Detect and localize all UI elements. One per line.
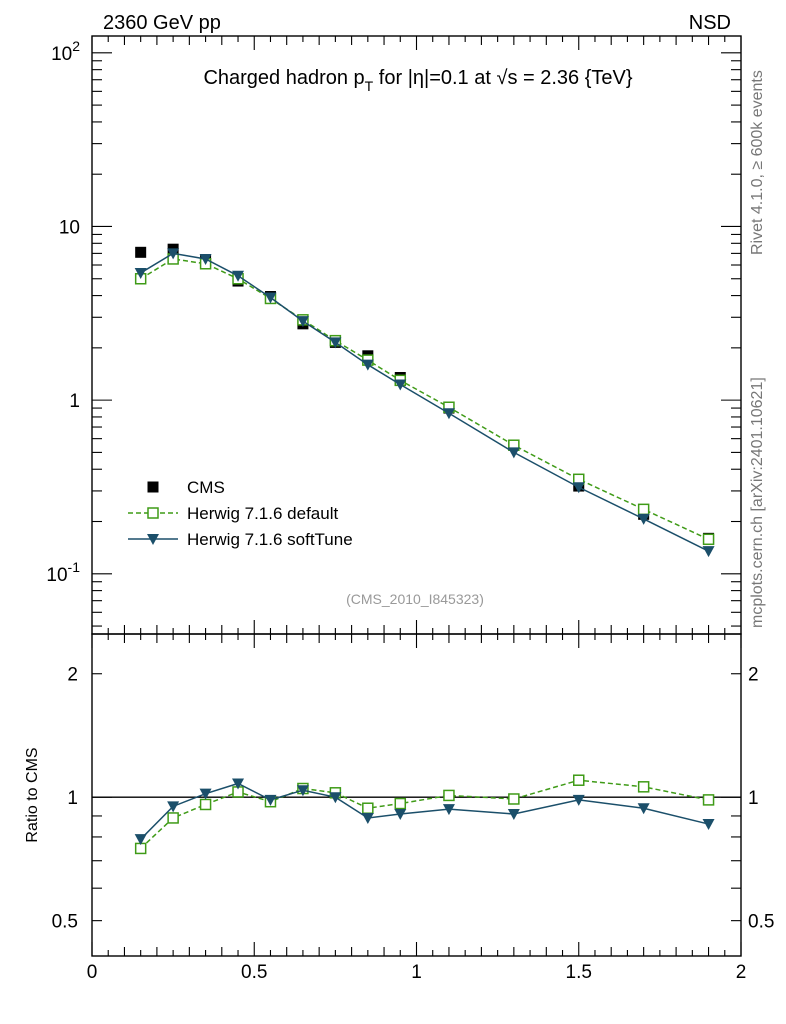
y-tick-label: 10 bbox=[59, 217, 80, 238]
ratio-herwig-7-1-6-softtune-point bbox=[329, 792, 342, 804]
x-tick-label: 2 bbox=[736, 962, 747, 983]
rivet-version-label: Rivet 4.1.0, ≥ 600k events bbox=[749, 70, 766, 255]
legend-label-cms: CMS bbox=[187, 478, 225, 497]
ratio-herwig-7-1-6-default-line bbox=[140, 779, 709, 849]
main-herwig-7-1-6-softtune-point bbox=[394, 379, 407, 391]
ratio-herwig-7-1-6-default-point bbox=[508, 793, 520, 805]
main-herwig-7-1-6-softtune-point bbox=[442, 408, 455, 420]
legend-label-herwig-7-1-6-softtune: Herwig 7.1.6 softTune bbox=[187, 530, 353, 549]
legend: CMS Herwig 7.1.6 default Herwig 7.1.6 soft… bbox=[128, 478, 353, 549]
ratio-herwig-7-1-6-softtune-point bbox=[507, 808, 520, 820]
main-herwig-7-1-6-softtune-point bbox=[507, 447, 520, 459]
main-panel: 10-1 1 10 102 bbox=[46, 35, 742, 635]
y-tick-label: 1 bbox=[69, 391, 80, 412]
ratio-herwig-7-1-6-softtune-point bbox=[264, 794, 277, 806]
ratio-herwig-7-1-6-softtune-point bbox=[167, 801, 180, 813]
ratio-herwig-7-1-6-default-point bbox=[167, 812, 179, 824]
ratio-herwig-7-1-6-softtune-point bbox=[572, 794, 585, 806]
chart-title: Charged hadron pT for |η|=0.1 at √s = 2.… bbox=[203, 67, 632, 94]
ratio-y-tick-label-left: 0.5 bbox=[52, 912, 78, 933]
ratio-y-tick-label-right: 0.5 bbox=[748, 912, 774, 933]
ratio-y-tick-label-right: 1 bbox=[748, 788, 759, 809]
x-tick-label: 1 bbox=[411, 962, 422, 983]
main-herwig-7-1-6-softtune-point bbox=[296, 316, 309, 328]
x-tick-label: 0 bbox=[87, 962, 98, 983]
ratio-panel-frame bbox=[91, 633, 742, 957]
x-tick-label: 0.5 bbox=[241, 962, 267, 983]
main-cms-point bbox=[135, 246, 147, 258]
ratio-herwig-7-1-6-softtune-point bbox=[296, 785, 309, 797]
ratio-herwig-7-1-6-softtune-line bbox=[140, 782, 709, 840]
header-right-label: NSD bbox=[689, 12, 731, 34]
ratio-herwig-7-1-6-softtune-point bbox=[442, 804, 455, 816]
main-herwig-7-1-6-softtune-point bbox=[134, 267, 147, 279]
legend-marker-herwig-7-1-6-default bbox=[147, 507, 159, 519]
mcplots-reference-label: mcplots.cern.ch [arXiv:2401.10621] bbox=[749, 377, 766, 628]
ratio-herwig-7-1-6-softtune-point bbox=[394, 808, 407, 820]
ratio-herwig-7-1-6-softtune-point bbox=[361, 812, 374, 824]
main-herwig-7-1-6-default-point bbox=[637, 503, 650, 516]
y-tick-label: 10-1 bbox=[46, 559, 80, 586]
legend-label-herwig-7-1-6-default: Herwig 7.1.6 default bbox=[187, 504, 338, 523]
ratio-herwig-7-1-6-default-point bbox=[394, 797, 407, 810]
ratio-y-tick-label-left: 2 bbox=[67, 665, 78, 686]
ratio-herwig-7-1-6-default-point bbox=[362, 802, 374, 814]
ratio-herwig-7-1-6-softtune-point bbox=[232, 778, 245, 790]
main-herwig-7-1-6-softtune-point bbox=[264, 292, 277, 304]
ratio-herwig-7-1-6-softtune-point bbox=[637, 803, 650, 815]
header-left-label: 2360 GeV pp bbox=[103, 12, 221, 34]
main-herwig-7-1-6-softtune-point bbox=[637, 513, 650, 525]
main-herwig-7-1-6-softtune-point bbox=[572, 482, 585, 494]
ratio-herwig-7-1-6-default-point bbox=[702, 794, 715, 806]
main-herwig-7-1-6-default-point bbox=[702, 533, 715, 546]
main-herwig-7-1-6-softtune-point bbox=[167, 248, 180, 260]
ratio-herwig-7-1-6-softtune-point bbox=[702, 819, 715, 831]
ratio-herwig-7-1-6-default-point bbox=[443, 789, 455, 802]
ratio-y-tick-label-left: 1 bbox=[67, 788, 78, 809]
main-herwig-7-1-6-softtune-point bbox=[232, 270, 245, 282]
main-herwig-7-1-6-softtune-point bbox=[199, 253, 212, 265]
ratio-y-tick-label-right: 2 bbox=[748, 665, 759, 686]
ratio-herwig-7-1-6-softtune-point bbox=[134, 834, 147, 846]
analysis-id-label: (CMS_2010_I845323) bbox=[346, 591, 484, 607]
main-herwig-7-1-6-softtune-point bbox=[329, 337, 342, 349]
ratio-ylabel: Ratio to CMS bbox=[24, 747, 41, 842]
main-herwig-7-1-6-softtune-line bbox=[140, 252, 709, 552]
main-herwig-7-1-6-softtune-point bbox=[702, 546, 715, 558]
legend-marker-herwig-7-1-6-softtune bbox=[147, 534, 159, 545]
legend-marker-cms bbox=[147, 481, 159, 493]
y-tick-label: 102 bbox=[51, 38, 80, 65]
ratio-herwig-7-1-6-default-point bbox=[573, 774, 585, 786]
ratio-panel: 0 0.5 1 1.5 2 0.5 0.5 1 1 2 2 bbox=[52, 633, 774, 983]
ratio-herwig-7-1-6-default-point bbox=[637, 781, 650, 793]
main-herwig-7-1-6-softtune-point bbox=[361, 359, 374, 371]
x-tick-label: 1.5 bbox=[566, 962, 592, 983]
ratio-herwig-7-1-6-default-point bbox=[199, 798, 212, 811]
ratio-herwig-7-1-6-softtune-point bbox=[199, 788, 212, 800]
